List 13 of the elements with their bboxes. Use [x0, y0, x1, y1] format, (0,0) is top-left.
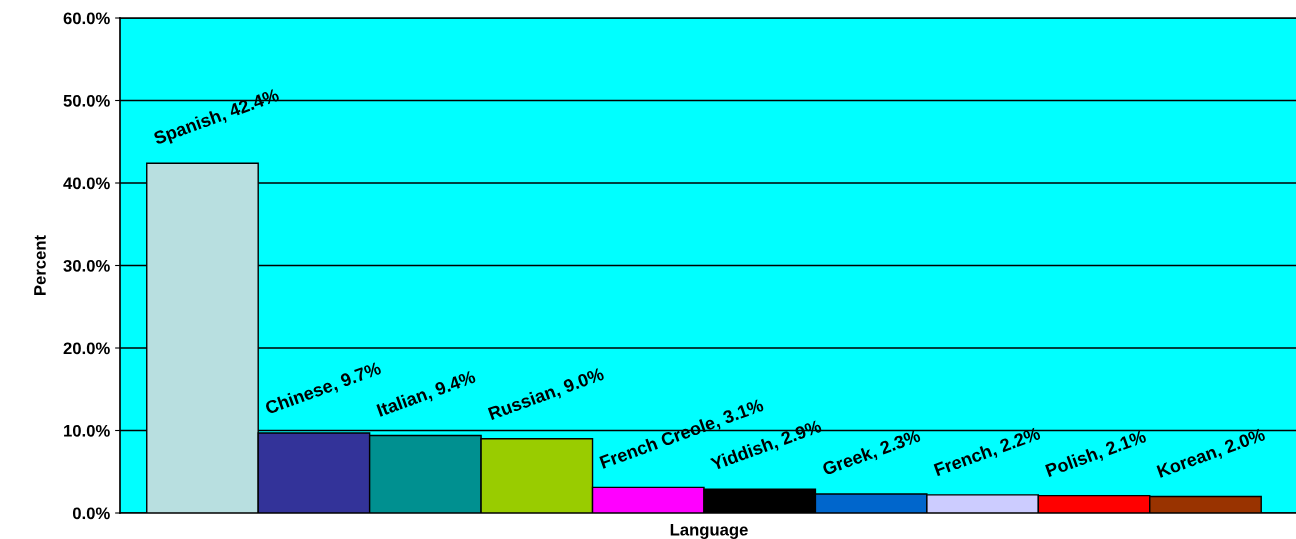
data-label: French, 2.2% — [933, 426, 1042, 479]
data-label: Korean, 2.0% — [1156, 427, 1267, 481]
x-axis-title: Language — [670, 523, 748, 539]
y-tick-label: 60.0% — [63, 12, 110, 25]
y-tick-label: 0.0% — [72, 507, 110, 520]
y-tick-label: 30.0% — [63, 259, 110, 272]
data-label: Greek, 2.3% — [821, 428, 923, 479]
y-tick-label: 10.0% — [64, 424, 110, 437]
y-tick-label: 50.0% — [63, 94, 110, 107]
data-label: Polish, 2.1% — [1044, 429, 1148, 480]
y-tick-label: 40.0% — [63, 177, 110, 190]
y-axis-title: Percent — [34, 235, 46, 295]
y-tick-label: 20.0% — [63, 342, 110, 355]
